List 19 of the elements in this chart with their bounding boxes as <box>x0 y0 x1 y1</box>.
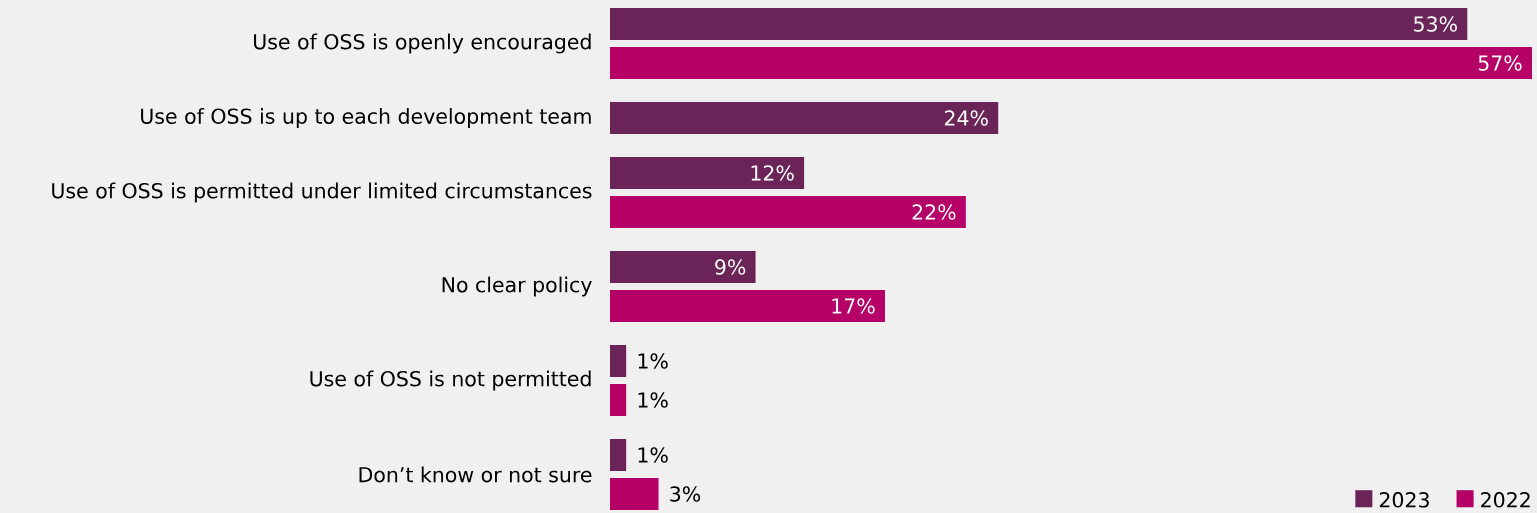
data-label: 1% <box>638 353 668 369</box>
data-label: 1% <box>638 447 668 463</box>
data-label: 53% <box>1414 16 1457 32</box>
data-label: 22% <box>912 204 956 220</box>
legend-label: 2022 <box>1481 492 1530 508</box>
data-label: 9% <box>715 259 746 275</box>
y-tick-label: Use of OSS is up to each development team <box>141 108 591 128</box>
legend-label: 2023 <box>1379 492 1429 508</box>
y-tick-label: Use of OSS is not permitted <box>310 370 591 391</box>
y-tick-label: Use of OSS is permitted under limited circumstances <box>52 182 592 203</box>
data-label: 24% <box>944 110 988 126</box>
y-tick-label: No clear policy <box>442 276 592 297</box>
data-label: 12% <box>751 165 794 181</box>
y-tick-label: Don’t know or not sure <box>359 466 592 483</box>
y-tick-label: Use of OSS is openly encouraged <box>254 33 591 54</box>
data-label: 1% <box>638 392 668 408</box>
data-label: 17% <box>832 298 875 314</box>
data-label: 57% <box>1478 55 1522 71</box>
data-label: 3% <box>670 486 701 502</box>
